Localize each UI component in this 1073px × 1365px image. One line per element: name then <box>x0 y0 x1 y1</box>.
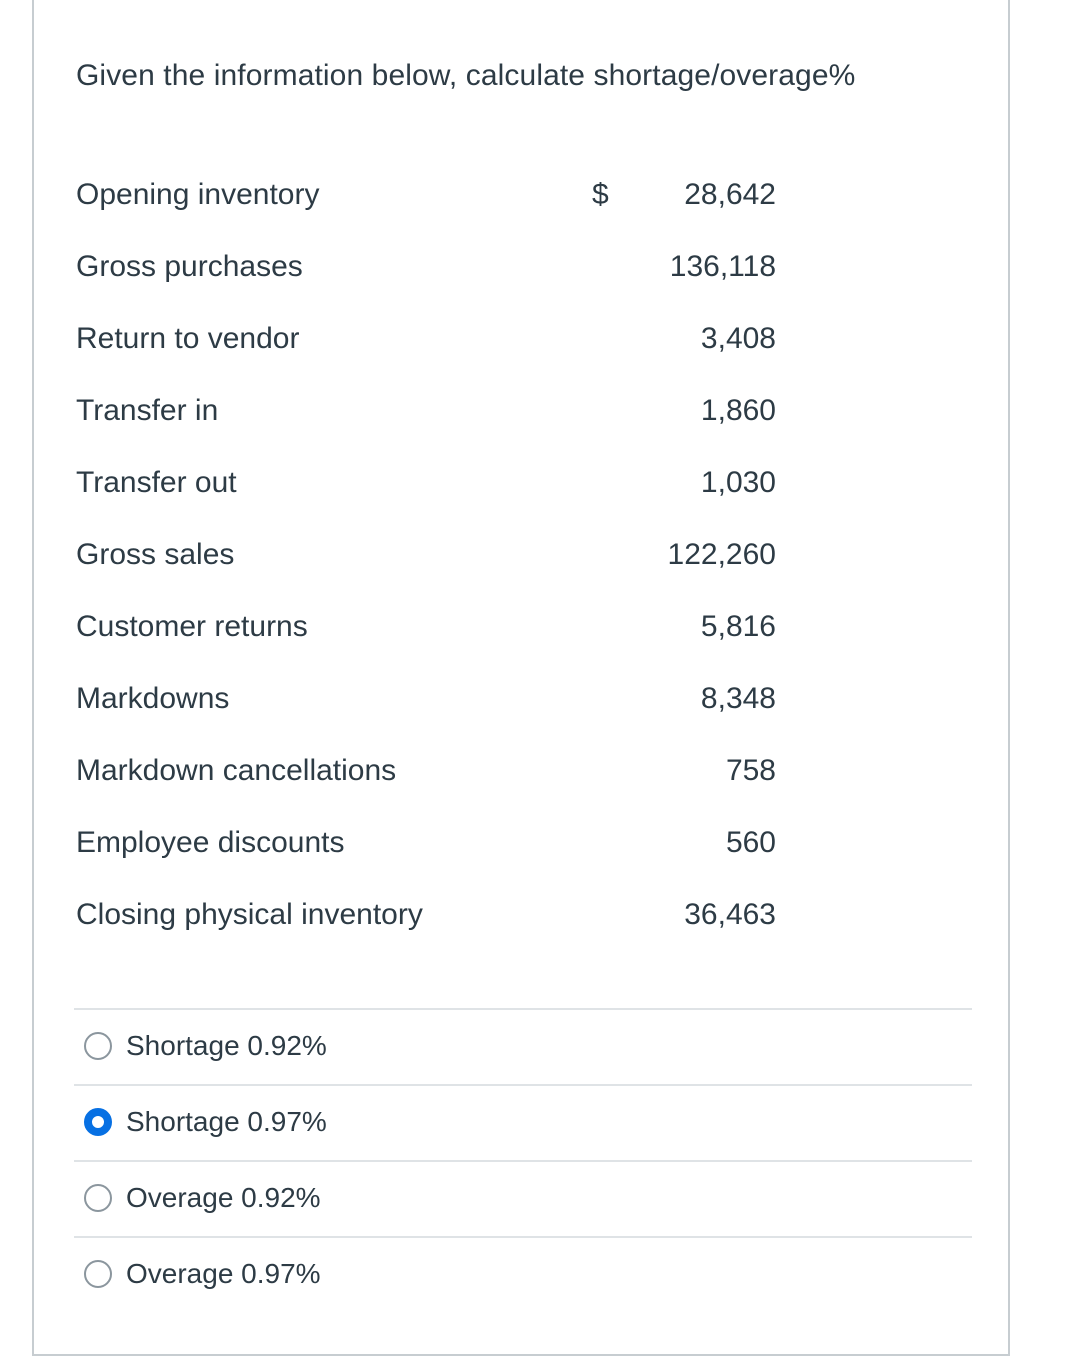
row-label: Customer returns <box>76 610 308 643</box>
answer-option[interactable]: Overage 0.97% <box>74 1236 972 1312</box>
row-label: Gross sales <box>76 538 235 571</box>
table-row: Return to vendor 3,408 <box>76 302 776 374</box>
table-row: Opening inventory $ 28,642 <box>76 158 776 230</box>
currency-symbol: $ <box>592 178 609 211</box>
table-row: Transfer out 1,030 <box>76 446 776 518</box>
table-row: Gross sales 122,260 <box>76 518 776 590</box>
row-label: Opening inventory <box>76 178 320 211</box>
row-label: Transfer in <box>76 394 219 427</box>
answer-option[interactable]: Overage 0.92% <box>74 1160 972 1236</box>
row-value: 560 <box>725 826 776 859</box>
answer-label[interactable]: Shortage 0.92% <box>126 1030 327 1061</box>
answer-label[interactable]: Overage 0.92% <box>126 1182 321 1213</box>
answer-option[interactable]: Shortage 0.92% <box>74 1008 972 1084</box>
row-value: 5,816 <box>700 610 776 643</box>
radio-button-selected[interactable] <box>84 1108 112 1136</box>
table-row: Gross purchases 136,118 <box>76 230 776 302</box>
inventory-data-table: Opening inventory $ 28,642 Gross purchas… <box>76 158 776 950</box>
table-row: Markdown cancellations 758 <box>76 734 776 806</box>
table-row: Markdowns 8,348 <box>76 662 776 734</box>
radio-button[interactable] <box>84 1032 112 1060</box>
table-row: Closing physical inventory 36,463 <box>76 878 776 950</box>
row-value: 758 <box>725 754 776 787</box>
question-card: Given the information below, calculate s… <box>32 0 1010 1356</box>
answer-option[interactable]: Shortage 0.97% <box>74 1084 972 1160</box>
row-value: 122,260 <box>667 538 776 571</box>
row-value: 3,408 <box>700 322 776 355</box>
row-value: 1,030 <box>700 466 776 499</box>
row-label: Closing physical inventory <box>76 898 423 931</box>
row-value: 136,118 <box>669 250 776 283</box>
row-value: 28,642 <box>684 178 776 211</box>
row-value: 36,463 <box>684 898 776 931</box>
answer-label[interactable]: Overage 0.97% <box>126 1258 321 1289</box>
row-label: Markdown cancellations <box>76 754 397 787</box>
answer-label[interactable]: Shortage 0.97% <box>126 1106 327 1137</box>
row-value: 8,348 <box>700 682 776 715</box>
row-label: Return to vendor <box>76 322 300 355</box>
radio-button[interactable] <box>84 1260 112 1288</box>
row-label: Transfer out <box>76 466 237 499</box>
row-label: Employee discounts <box>76 826 345 859</box>
question-prompt: Given the information below, calculate s… <box>76 59 856 92</box>
row-label: Gross purchases <box>76 250 303 283</box>
table-row: Customer returns 5,816 <box>76 590 776 662</box>
table-row: Employee discounts 560 <box>76 806 776 878</box>
answer-options: Shortage 0.92% Shortage 0.97% Overage 0.… <box>74 1008 972 1312</box>
row-label: Markdowns <box>76 682 230 715</box>
radio-button[interactable] <box>84 1184 112 1212</box>
table-row: Transfer in 1,860 <box>76 374 776 446</box>
row-value: 1,860 <box>700 394 776 427</box>
